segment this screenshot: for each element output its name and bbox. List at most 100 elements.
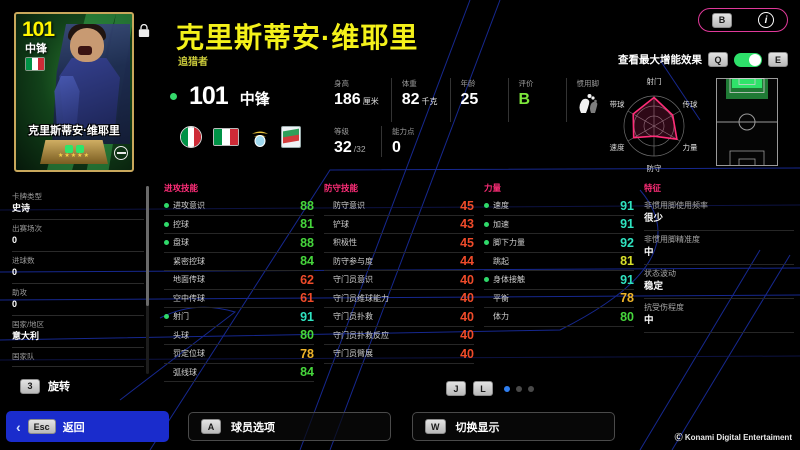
stat-label: 罚定位球	[173, 349, 205, 359]
vital-value: 186 厘米	[334, 91, 379, 108]
vital-value: 25	[460, 91, 479, 108]
stat-row: 防守参与度 44	[324, 253, 474, 271]
card-player-head	[70, 28, 104, 62]
stat-label: 紧密控球	[173, 256, 205, 266]
stat-value: 44	[460, 254, 474, 269]
stat-value: 91	[620, 272, 634, 287]
meta-label: 国家队	[12, 352, 35, 361]
vital-value: 82 千克	[401, 91, 438, 108]
q-key[interactable]: Q	[708, 52, 728, 67]
info-icon[interactable]: i	[758, 12, 774, 28]
radar-label-defending: 防守	[647, 163, 662, 173]
stat-label: 控球	[173, 219, 189, 229]
stat-value: 81	[300, 217, 314, 232]
vital-skill-points: 能力点 0	[392, 126, 440, 157]
stat-label: 速度	[493, 201, 509, 211]
trait-label: 状态波动	[644, 269, 676, 278]
column-title: 进攻技能	[164, 183, 199, 193]
chevron-left-icon: ‹	[16, 418, 21, 435]
stat-value: 88	[300, 235, 314, 250]
stat-dot-placeholder	[324, 333, 329, 338]
position-pitch-diagram	[716, 78, 778, 166]
stat-value: 78	[620, 291, 634, 306]
vital-value: 0	[392, 139, 401, 156]
vitals-row-secondary: 等级 32/32 能力点 0	[334, 126, 450, 157]
rotate-control[interactable]: 3 旋转	[20, 378, 70, 394]
page-dot[interactable]	[528, 385, 534, 392]
boost-dot-icon	[484, 203, 489, 209]
player-options-button[interactable]: A 球员选项	[188, 412, 391, 441]
stat-label: 地面传球	[173, 275, 205, 285]
stat-label: 平衡	[493, 293, 509, 303]
meta-scrollbar[interactable]	[146, 186, 149, 374]
trait-label: 非惯用脚精准度	[644, 235, 700, 244]
meta-label: 卡牌类型	[12, 192, 42, 201]
boost-dot-icon	[484, 277, 489, 283]
vital-label: 体重	[401, 79, 417, 88]
b-key[interactable]: B	[712, 12, 732, 28]
radar-label-speed: 速度	[610, 142, 625, 152]
card-player-mouth	[78, 46, 92, 55]
top-right-controls[interactable]: B i	[698, 8, 788, 32]
next-page-key[interactable]: L	[473, 381, 493, 396]
vital-preferred-foot: 惯用脚	[577, 78, 625, 122]
stat-label: 防守参与度	[333, 256, 373, 266]
card-stars: ★★★★★	[58, 152, 90, 159]
stat-value: 40	[460, 272, 474, 287]
stat-row: 守门员臂展 40	[324, 345, 474, 364]
card-player-secondary	[54, 76, 80, 134]
stat-row: 守门员意识 40	[324, 271, 474, 290]
back-button[interactable]: ‹ Esc 返回	[6, 411, 169, 442]
page-dot[interactable]	[504, 385, 510, 392]
page-dots[interactable]	[504, 385, 534, 392]
stat-dot-placeholder	[164, 277, 169, 282]
max-boost-toggle-row[interactable]: 查看最大增能效果 Q E	[618, 52, 788, 67]
stat-value: 45	[460, 235, 474, 250]
stat-dot-placeholder	[324, 351, 329, 356]
rotate-label: 旋转	[48, 381, 70, 393]
toggle-display-button[interactable]: W 切换显示	[412, 412, 615, 441]
stat-value: 40	[460, 309, 474, 324]
stat-label: 守门员维球能力	[333, 293, 389, 303]
stat-value: 84	[300, 365, 314, 380]
meta-row: 国家/地区 意大利	[12, 316, 144, 348]
prev-page-key[interactable]: J	[446, 381, 466, 396]
lock-icon	[138, 24, 150, 37]
boost-dot-icon	[484, 221, 489, 227]
stat-label: 头球	[173, 330, 189, 340]
stat-value: 40	[460, 291, 474, 306]
player-card[interactable]: 101 中锋 克里斯蒂安·维耶里 ★★★★★	[14, 12, 134, 172]
trait-value: 稳定	[644, 281, 664, 292]
vital-rating: 评价 B	[519, 78, 567, 122]
stat-value: 91	[300, 309, 314, 324]
stat-row: 守门员维球能力 40	[324, 290, 474, 308]
stat-label: 盘球	[173, 238, 189, 248]
radar-label-shooting: 射门	[647, 76, 662, 86]
column-title: 防守技能	[324, 183, 359, 193]
stat-row: 空中传球 61	[164, 290, 314, 308]
stat-value: 88	[300, 198, 314, 213]
meta-row: 助攻 0	[12, 284, 144, 316]
meta-label: 出赛场次	[12, 224, 42, 233]
boost-dot-icon	[164, 221, 169, 227]
overall-rating: 101	[189, 82, 229, 110]
stat-row: 弧线球 84	[164, 364, 314, 382]
vital-value: 32/32	[334, 139, 366, 156]
stat-columns: 进攻技能 进攻意识 88 控球 81 盘球 88 紧密控球 84 地面传球 62 空中传球 61 射门 9…	[164, 182, 796, 382]
page-dot[interactable]	[516, 385, 522, 392]
column-title: 力量	[484, 183, 502, 193]
stat-row: 体力 80	[484, 308, 634, 327]
overall-rating-row: 101 中锋	[170, 82, 270, 111]
radar-label-power: 力量	[683, 142, 698, 152]
pager[interactable]: J L	[446, 381, 534, 396]
stat-dot-placeholder	[484, 314, 489, 319]
stat-dot-placeholder	[324, 296, 329, 301]
boost-label: 查看最大增能效果	[618, 54, 702, 66]
e-key[interactable]: E	[768, 52, 788, 67]
card-rating: 101	[22, 18, 55, 41]
stat-label: 体力	[493, 312, 509, 322]
stat-row: 防守意识 45	[324, 197, 474, 216]
radar-label-passing: 传球	[683, 99, 698, 109]
boost-toggle[interactable]	[734, 52, 762, 67]
card-player-name: 克里斯蒂安·维耶里	[28, 125, 120, 137]
